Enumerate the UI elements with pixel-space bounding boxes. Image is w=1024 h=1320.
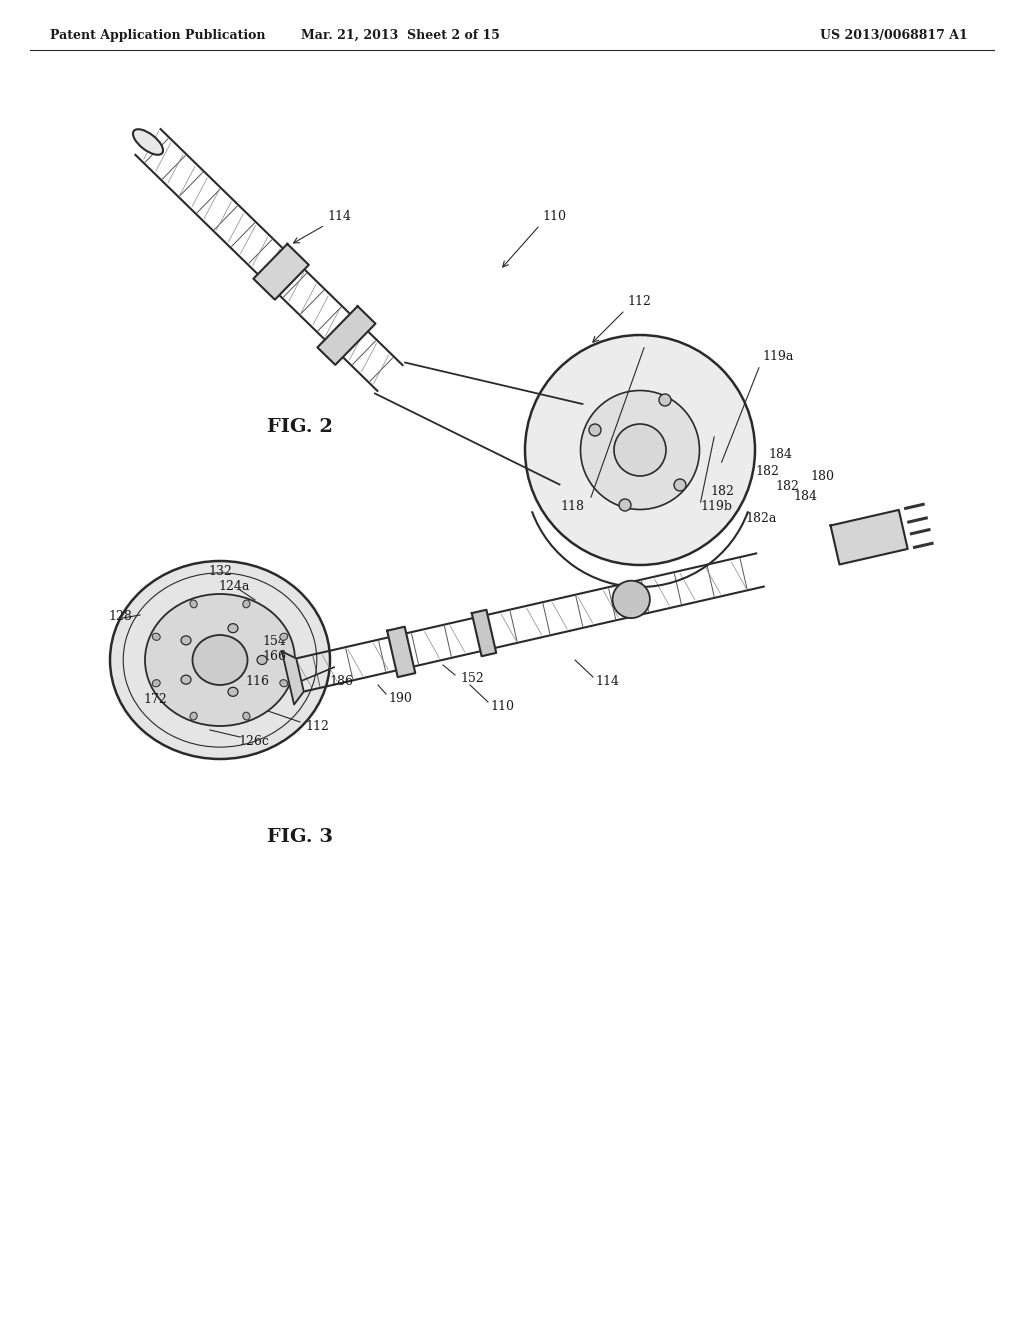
Ellipse shape	[133, 129, 163, 154]
Ellipse shape	[181, 636, 191, 645]
Polygon shape	[282, 652, 304, 705]
Text: Mar. 21, 2013  Sheet 2 of 15: Mar. 21, 2013 Sheet 2 of 15	[301, 29, 500, 41]
Text: 112: 112	[627, 294, 651, 308]
Text: 132: 132	[208, 565, 231, 578]
Ellipse shape	[228, 688, 238, 697]
Ellipse shape	[153, 680, 160, 686]
Text: US 2013/0068817 A1: US 2013/0068817 A1	[820, 29, 968, 41]
Ellipse shape	[190, 713, 198, 719]
Ellipse shape	[581, 391, 699, 510]
Ellipse shape	[193, 635, 248, 685]
Ellipse shape	[110, 561, 330, 759]
Text: 182a: 182a	[745, 512, 776, 525]
Text: 182: 182	[775, 480, 799, 492]
Text: 126c: 126c	[238, 735, 269, 748]
Text: 110: 110	[542, 210, 566, 223]
Ellipse shape	[280, 680, 288, 686]
Ellipse shape	[153, 634, 160, 640]
Text: 110: 110	[490, 700, 514, 713]
Polygon shape	[830, 510, 907, 565]
Ellipse shape	[614, 424, 666, 477]
Text: 119a: 119a	[762, 350, 794, 363]
Text: Patent Application Publication: Patent Application Publication	[50, 29, 265, 41]
Text: 118: 118	[560, 500, 584, 513]
Polygon shape	[387, 627, 416, 677]
Text: 116: 116	[245, 675, 269, 688]
Text: 190: 190	[388, 692, 412, 705]
Text: 152: 152	[460, 672, 483, 685]
Ellipse shape	[618, 499, 631, 511]
Text: 166: 166	[262, 649, 286, 663]
Text: 119b: 119b	[700, 500, 732, 513]
Text: 172: 172	[143, 693, 167, 706]
Text: 114: 114	[595, 675, 618, 688]
Text: 182: 182	[755, 465, 779, 478]
Text: 180: 180	[810, 470, 834, 483]
Text: 114: 114	[327, 210, 351, 223]
Ellipse shape	[243, 713, 250, 719]
Ellipse shape	[257, 656, 267, 664]
Ellipse shape	[612, 581, 650, 618]
Polygon shape	[472, 610, 497, 656]
Text: FIG. 3: FIG. 3	[267, 828, 333, 846]
Ellipse shape	[589, 424, 601, 436]
Ellipse shape	[659, 393, 671, 407]
Text: 184: 184	[768, 447, 792, 461]
Text: 128: 128	[108, 610, 132, 623]
Ellipse shape	[228, 623, 238, 632]
Text: FIG. 2: FIG. 2	[267, 418, 333, 436]
Text: 154: 154	[262, 635, 286, 648]
Ellipse shape	[674, 479, 686, 491]
Polygon shape	[317, 306, 376, 364]
Ellipse shape	[280, 634, 288, 640]
Ellipse shape	[525, 335, 755, 565]
Ellipse shape	[243, 601, 250, 607]
Ellipse shape	[181, 675, 191, 684]
Text: 184: 184	[793, 490, 817, 503]
Text: 182: 182	[710, 484, 734, 498]
Text: 112: 112	[305, 719, 329, 733]
Polygon shape	[253, 244, 309, 300]
Ellipse shape	[190, 601, 198, 607]
Ellipse shape	[145, 594, 295, 726]
Text: 186: 186	[329, 676, 353, 688]
Text: 124a: 124a	[218, 579, 250, 593]
